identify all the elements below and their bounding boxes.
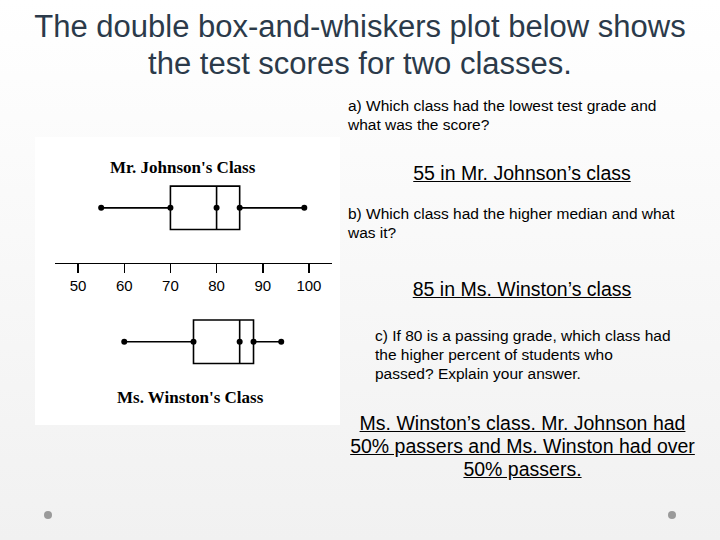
- svg-text:100: 100: [296, 277, 321, 294]
- svg-text:80: 80: [208, 277, 225, 294]
- html-text:Ms. Winston’s class. Mr. Johns: Ms. Winston’s class. Mr. Johnson had 50%…: [350, 412, 695, 480]
- html-text:55 in Mr. Johnson’s class: 55 in Mr. Johnson’s class: [413, 162, 631, 184]
- svg-text:50: 50: [70, 277, 87, 294]
- html-text:a) Which class had the lowest: a) Which class had the lowest test grade…: [348, 97, 657, 133]
- svg-text:70: 70: [162, 277, 179, 294]
- svg-text:Mr. Johnson's Class: Mr. Johnson's Class: [110, 158, 256, 177]
- html-text:The double box-and-whiskers pl: The double box-and-whiskers plot below s…: [34, 9, 686, 81]
- html-text:c) If 80 is a passing grade, w: c) If 80 is a passing grade, which class…: [375, 327, 671, 382]
- html-text:b) Which class had the higher: b) Which class had the higher median and…: [348, 205, 675, 241]
- svg-text:60: 60: [116, 277, 133, 294]
- svg-text:90: 90: [254, 277, 271, 294]
- html-text:85 in Ms. Winston’s class: 85 in Ms. Winston’s class: [412, 278, 632, 300]
- svg-text:Ms. Winston's Class: Ms. Winston's Class: [117, 388, 264, 407]
